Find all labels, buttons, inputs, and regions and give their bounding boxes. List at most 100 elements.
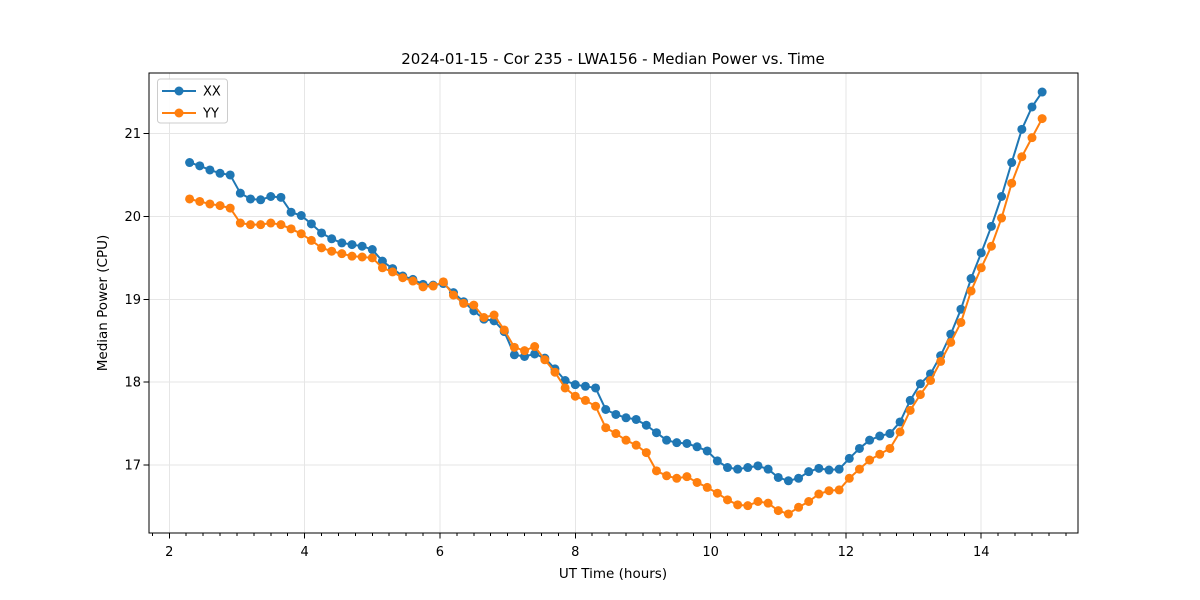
data-point-yy [712,488,722,498]
data-point-xx [296,211,306,221]
data-point-xx [997,192,1007,201]
x-tick-label: 8 [571,545,579,560]
data-point-yy [692,477,702,487]
data-point-yy [286,224,296,234]
data-point-xx [712,456,722,466]
data-point-yy [834,485,844,495]
data-point-xx [631,414,641,424]
data-point-xx [682,438,692,448]
x-tick-label: 2 [165,545,173,560]
data-point-yy [844,473,854,483]
data-point-xx [692,442,702,452]
data-point-xx [256,195,266,205]
data-point-xx [824,465,834,475]
axis-tick-labels: 2 4 6 8 10 12 14 17 18 19 20 21 [124,127,989,560]
data-point-yy [570,391,580,401]
data-point-yy [560,383,570,393]
data-point-xx [915,379,925,389]
y-tick-label: 20 [124,210,141,225]
data-point-yy [438,277,448,287]
data-point-xx [591,383,601,393]
data-point-yy [367,253,377,263]
data-point-yy [997,213,1007,223]
legend-marker-yy-icon [174,108,184,118]
data-point-xx [1007,158,1017,168]
data-point-yy [915,390,925,400]
data-point-yy [611,429,621,439]
data-point-xx [794,473,804,483]
data-point-yy [783,509,793,519]
data-point-yy [306,235,316,245]
x-tick-label: 12 [838,545,855,560]
data-point-yy [723,495,733,505]
data-point-yy [489,310,499,320]
x-tick-label: 6 [436,545,444,560]
data-point-yy [296,229,306,239]
data-point-xx [783,476,793,486]
data-point-yy [388,267,398,277]
data-point-xx [773,472,783,482]
data-point-yy [256,220,266,230]
data-point-yy [641,448,651,458]
data-point-yy [347,251,357,261]
gridlines [149,73,1078,533]
data-point-yy [1007,178,1017,188]
data-point-xx [844,453,854,463]
data-point-yy [926,376,935,385]
data-point-xx [875,431,885,441]
data-point-xx [895,417,905,427]
data-point-yy [580,395,590,405]
data-point-yy [976,263,986,273]
axis-ticks [143,133,1067,539]
data-point-yy [794,502,804,512]
data-point-xx [601,405,611,414]
data-point-yy [185,194,195,204]
y-tick-label: 19 [124,293,141,308]
data-point-xx [966,274,976,284]
data-point-xx [865,435,875,445]
data-point-xx [733,464,743,474]
data-point-yy [357,252,367,262]
x-tick-label: 10 [702,545,719,560]
data-point-yy [814,489,824,499]
data-point-yy [875,449,885,459]
data-point-yy [1017,152,1027,162]
data-point-yy [936,356,946,366]
x-axis-label: UT Time (hours) [559,566,667,582]
data-point-xx [976,248,986,258]
data-point-yy [956,317,966,327]
data-point-xx [1037,87,1047,97]
data-point-xx [317,228,327,238]
y-tick-label: 18 [124,376,141,391]
data-point-yy [651,466,661,476]
data-point-yy [905,405,915,415]
data-point-yy [540,355,550,365]
data-point-xx [530,349,540,359]
data-point-xx [621,413,631,423]
data-point-xx [672,438,682,448]
data-point-yy [601,423,611,433]
legend-label-xx: XX [203,85,221,100]
data-point-xx [753,461,763,471]
data-point-xx [641,420,651,430]
data-point-yy [276,220,286,230]
data-point-xx [367,245,377,255]
data-point-yy [763,498,773,508]
data-point-yy [530,342,540,352]
data-point-yy [1027,133,1037,143]
data-point-yy [266,218,276,228]
legend-label-yy: YY [202,107,219,122]
data-point-xx [235,188,245,198]
data-point-xx [723,463,733,473]
data-point-xx [854,443,864,453]
data-point-yy [702,482,712,492]
data-point-xx [763,464,773,474]
y-axis-label: Median Power (CPU) [95,235,111,371]
data-point-xx [814,463,824,473]
data-point-yy [743,501,753,511]
data-point-yy [682,472,692,482]
data-point-yy [865,455,875,465]
data-point-yy [418,282,428,292]
data-point-yy [885,443,895,453]
